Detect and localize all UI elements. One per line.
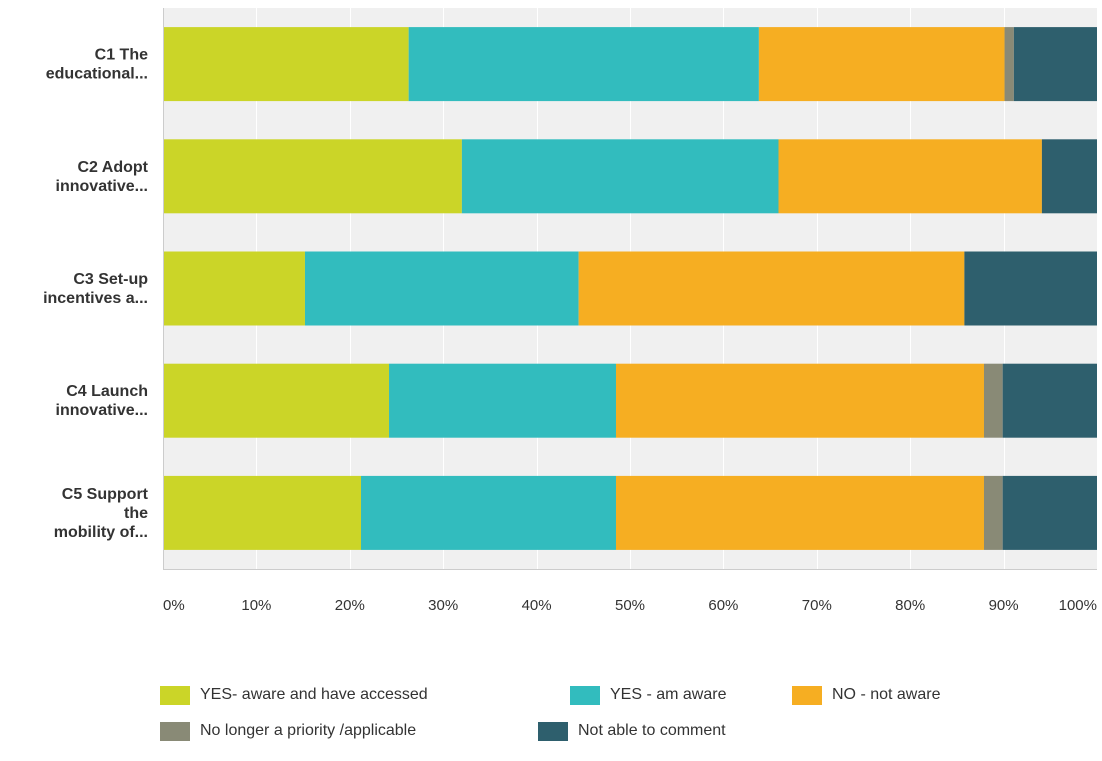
- bar-segment-4-series-5: [1003, 364, 1097, 438]
- category-label: C2 Adopt innovative...: [56, 159, 149, 195]
- legend-item: NO - not aware: [792, 686, 992, 705]
- category-label: C3 Set-up incentives a...: [43, 271, 148, 307]
- bar-segment-2-series-2: [462, 139, 779, 213]
- legend-swatch: [538, 722, 568, 741]
- x-tick-label: 90%: [989, 597, 1019, 614]
- bar-segment-1-series-1: [163, 27, 409, 101]
- bar-segment-3-series-1: [163, 252, 305, 326]
- legend-item: YES- aware and have accessed: [160, 686, 570, 705]
- stacked-bar-chart: C1 The educational... C2 Adopt innovative..…: [0, 0, 1102, 680]
- x-tick-label: 20%: [335, 597, 365, 614]
- x-tick-label: 0%: [163, 597, 185, 614]
- bar-segment-3-series-3: [579, 252, 965, 326]
- bar-segment-1-series-4: [1005, 27, 1014, 101]
- category-label: C5 Support the mobility of...: [54, 486, 149, 541]
- bar-segment-2-series-5: [1042, 139, 1097, 213]
- legend-row: YES- aware and have accessed YES - am awa…: [160, 684, 1060, 706]
- x-tick-label: 100%: [1059, 597, 1097, 614]
- x-tick-label: 10%: [241, 597, 271, 614]
- x-tick-label: 80%: [895, 597, 925, 614]
- bar-segment-4-series-3: [616, 364, 984, 438]
- bar-segment-2-series-3: [779, 139, 1042, 213]
- legend-label: NO - not aware: [832, 686, 940, 704]
- bar-segment-4-series-4: [984, 364, 1003, 438]
- bar-segment-1-series-2: [409, 27, 759, 101]
- chart-legend: YES- aware and have accessed YES - am awa…: [160, 684, 1060, 742]
- legend-item: YES - am aware: [570, 686, 792, 705]
- x-tick-label: 30%: [428, 597, 458, 614]
- bar-segment-5-series-1: [163, 476, 361, 550]
- x-tick-label: 50%: [615, 597, 645, 614]
- x-tick-label: 60%: [708, 597, 738, 614]
- bar-segment-5-series-5: [1003, 476, 1097, 550]
- bar-segment-5-series-2: [361, 476, 616, 550]
- bar-segment-5-series-3: [616, 476, 984, 550]
- bar-segment-4-series-1: [163, 364, 389, 438]
- legend-label: YES- aware and have accessed: [200, 686, 428, 704]
- legend-swatch: [160, 722, 190, 741]
- x-tick-label: 40%: [522, 597, 552, 614]
- legend-swatch: [160, 686, 190, 705]
- legend-item: No longer a priority /applicable: [160, 722, 538, 741]
- legend-swatch: [570, 686, 600, 705]
- bar-segment-2-series-1: [163, 139, 462, 213]
- legend-row: No longer a priority /applicable Not able…: [160, 720, 1060, 742]
- category-label: C4 Launch innovative...: [56, 383, 148, 419]
- bar-segment-5-series-4: [984, 476, 1003, 550]
- bar-segment-3-series-5: [964, 252, 1097, 326]
- legend-item: Not able to comment: [538, 722, 838, 741]
- bar-segment-3-series-2: [305, 252, 579, 326]
- bar-segment-1-series-3: [759, 27, 1005, 101]
- category-label: C1 The educational...: [46, 47, 148, 83]
- legend-label: Not able to comment: [578, 722, 726, 740]
- legend-label: YES - am aware: [610, 686, 726, 704]
- bar-segment-1-series-5: [1014, 27, 1097, 101]
- bar-segment-4-series-2: [389, 364, 616, 438]
- x-tick-label: 70%: [802, 597, 832, 614]
- legend-swatch: [792, 686, 822, 705]
- legend-label: No longer a priority /applicable: [200, 722, 416, 740]
